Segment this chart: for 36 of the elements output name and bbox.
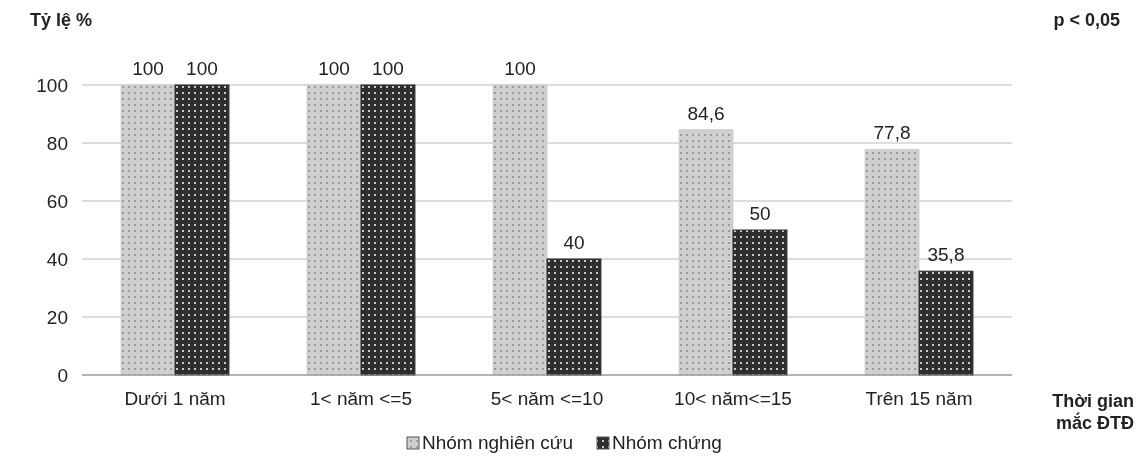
y-tick-label: 20 (46, 306, 68, 328)
bar (120, 84, 176, 376)
legend-label: Nhóm chứng (612, 432, 722, 453)
y-tick-label: 0 (57, 364, 68, 386)
bar (360, 84, 416, 376)
bar (732, 229, 788, 376)
y-tick-label: 60 (46, 190, 68, 212)
text: p < 0,05 (1053, 10, 1120, 30)
data-label: 84,6 (687, 102, 725, 124)
data-label: 100 (132, 58, 164, 79)
y-axis-title: Tỷ lệ % (30, 10, 93, 30)
data-label: 40 (563, 232, 585, 253)
data-label: 77,8 (873, 122, 911, 144)
data-label: 50 (749, 203, 771, 224)
bar (174, 84, 230, 376)
x-tick-label: 1< năm <=5 (310, 388, 412, 409)
data-label: 100 (504, 58, 536, 79)
data-label: 35,8 (927, 244, 965, 266)
x-axis-title: Thời gian mắc ĐTĐ (1052, 391, 1134, 433)
x-tick-label: 10< năm<=15 (674, 388, 792, 409)
data-label: 100 (318, 58, 350, 79)
x-tick-label: Trên 15 năm (865, 388, 973, 409)
bar (546, 258, 602, 376)
data-label: 100 (186, 58, 218, 79)
bar (864, 148, 920, 376)
data-label: 100 (372, 58, 404, 79)
x-tick-label: Dưới 1 năm (124, 388, 226, 409)
y-tick-label: 80 (46, 132, 68, 154)
y-tick-label: 100 (36, 74, 68, 96)
legend-label: Nhóm nghiên cứu (422, 432, 574, 453)
bar (306, 84, 362, 376)
bar (678, 129, 734, 376)
y-tick-label: 40 (46, 248, 68, 270)
bar (492, 84, 548, 376)
bar (918, 270, 974, 376)
x-tick-label: 5< năm <=10 (490, 388, 604, 409)
